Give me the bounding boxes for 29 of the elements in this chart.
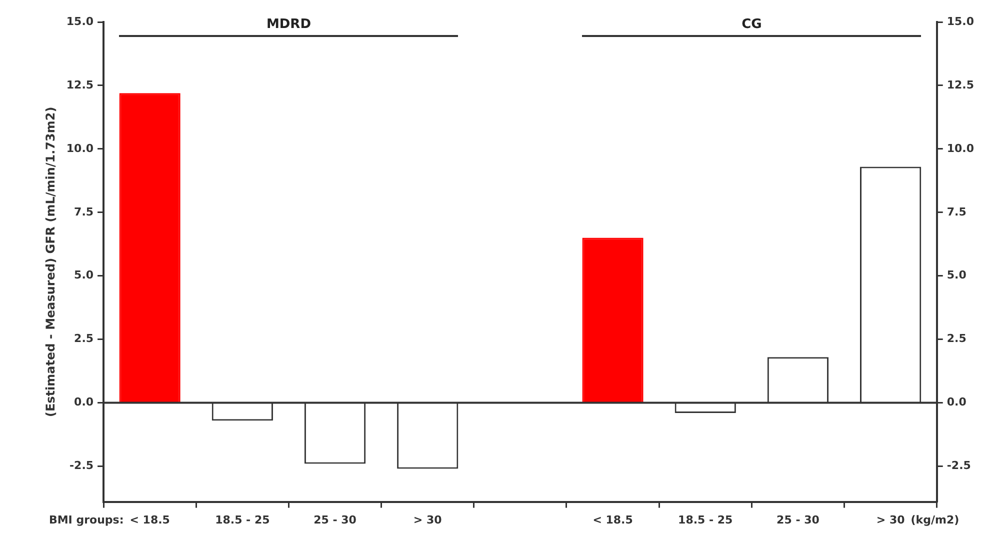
x-tick-label: > 30 [876,513,906,526]
x-tick-label: > 30 [413,513,442,526]
y-tick-label: 12.5 [66,78,94,92]
y2-tick-label: 12.5 [946,78,974,92]
y2-tick-label: 15.0 [946,14,974,28]
y2-tick-label: 5.0 [946,268,967,282]
x-tick-label: 25 - 30 [314,513,357,526]
y-tick-label: 7.5 [74,205,94,218]
text: BMI groups: [48,514,124,527]
y-tick-label: 5.0 [74,268,94,282]
y-tick-label: 15.0 [66,14,94,28]
y-axis-title: (Estimated - Measured) GFR (mL/min/1.73m2) [43,106,58,418]
x-tick-label: 18.5 - 25 [678,513,733,526]
annotation: MDRD [266,16,312,32]
x-tick-label: < 18.5 [592,513,633,526]
y2-tick-label: 2.5 [946,332,966,346]
y-tick-label: 10.0 [66,142,94,155]
y-tick-label: 2.5 [74,332,94,346]
x-tick-label: 25 - 30 [776,513,820,526]
y2-tick-label: 10.0 [946,142,974,155]
y-tick-label: -2.5 [69,459,94,472]
y2-tick-label: 7.5 [946,205,966,218]
y2-tick-label: -2.5 [946,459,971,472]
x-tick-label: 18.5 - 25 [215,513,270,526]
y2-tick-label: 0.0 [946,396,967,409]
text: (kg/m2) [910,514,960,527]
annotation: CG [742,16,762,32]
y-tick-label: 0.0 [74,396,94,409]
x-tick-label: < 18.5 [130,513,170,526]
